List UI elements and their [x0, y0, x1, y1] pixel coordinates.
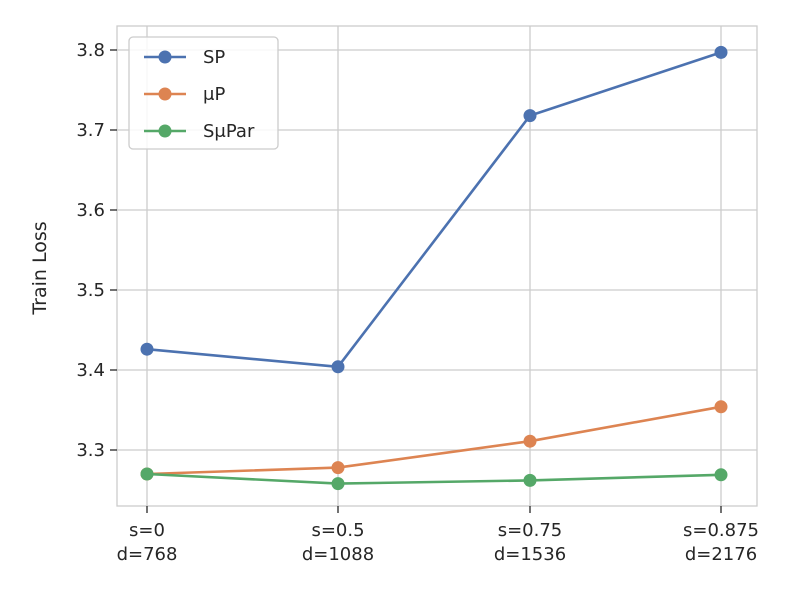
y-tick-label: 3.6 — [76, 200, 105, 221]
data-point — [523, 109, 537, 123]
y-tick-label: 3.5 — [76, 280, 105, 301]
data-point — [523, 473, 537, 487]
y-axis: 3.3 3.4 3.5 3.6 3.7 3.8 — [76, 40, 117, 461]
data-point — [714, 400, 728, 414]
series-line — [140, 400, 728, 481]
data-point — [714, 468, 728, 482]
legend-box — [128, 36, 279, 150]
data-point — [331, 477, 345, 491]
x-tick-label: s=0 — [129, 520, 165, 541]
data-point — [140, 467, 154, 481]
x-tick-label: s=0.5 — [311, 520, 364, 541]
y-tick-label: 3.8 — [76, 40, 105, 61]
legend-label: SP — [203, 47, 225, 68]
series-path — [146, 51, 722, 369]
y-tick-label: 3.3 — [76, 440, 105, 461]
y-tick-label: 3.7 — [76, 120, 105, 141]
legend-item: SP — [144, 47, 225, 68]
x-tick-label: d=768 — [117, 544, 178, 565]
legend-label: SμPar — [203, 121, 255, 142]
legend-label: μP — [203, 84, 225, 105]
x-axis: s=0 d=768 s=0.5 d=1088 s=0.75 d=1536 s=0.875 d=… — [117, 506, 759, 565]
plot-frame — [116, 25, 758, 507]
x-tick-label: s=0.75 — [498, 520, 563, 541]
data-point — [714, 45, 728, 59]
x-tick-label: s=0.875 — [683, 520, 759, 541]
series-path — [146, 472, 722, 485]
series-path — [146, 405, 722, 476]
y-axis-label: Train Loss — [29, 221, 51, 315]
data-point — [140, 342, 154, 356]
legend-item: μP — [144, 84, 225, 105]
legend-marker — [158, 87, 172, 101]
data-point — [331, 360, 345, 374]
legend: SP μP SμPar — [128, 36, 279, 150]
data-point — [331, 461, 345, 475]
series-line — [140, 45, 728, 374]
x-tick-label: d=2176 — [685, 544, 757, 565]
data-point — [523, 434, 537, 448]
y-tick-label: 3.4 — [76, 360, 105, 381]
series-line — [140, 467, 728, 491]
x-tick-label: d=1536 — [494, 544, 566, 565]
x-tick-label: d=1088 — [302, 544, 374, 565]
series-group — [140, 45, 728, 491]
legend-marker — [158, 124, 172, 138]
legend-item: SμPar — [144, 121, 255, 142]
legend-marker — [158, 50, 172, 64]
